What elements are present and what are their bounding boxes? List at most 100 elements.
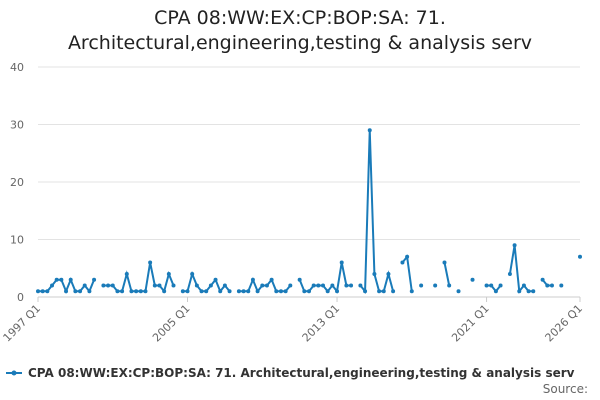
data-point [36, 289, 40, 294]
data-point [204, 289, 209, 294]
data-line [38, 130, 580, 291]
data-point [264, 283, 269, 288]
y-tick-label: 0 [17, 291, 24, 304]
data-point [222, 283, 227, 288]
data-point [199, 289, 204, 294]
x-tick-label: 1997 Q1 [1, 302, 44, 345]
data-point [344, 283, 349, 288]
data-point [87, 289, 92, 294]
y-tick-label: 40 [10, 61, 24, 74]
data-point [106, 283, 111, 288]
data-point [391, 289, 396, 294]
data-point [171, 283, 176, 288]
y-tick-label: 30 [10, 119, 24, 132]
data-point [540, 277, 545, 282]
data-point [208, 283, 213, 288]
data-point [381, 289, 386, 294]
data-point [138, 289, 143, 294]
data-point [419, 283, 424, 288]
data-point [367, 128, 372, 133]
data-point [358, 283, 363, 288]
data-point [447, 283, 452, 288]
data-point [549, 283, 554, 288]
data-point [78, 289, 83, 294]
data-point [321, 283, 326, 288]
data-point [409, 289, 414, 294]
data-point [152, 283, 157, 288]
data-point [129, 289, 134, 294]
data-point [227, 289, 232, 294]
data-point [45, 289, 50, 294]
data-point [194, 283, 199, 288]
data-point [489, 283, 494, 288]
data-point [124, 272, 129, 276]
data-point [330, 283, 335, 288]
data-point [559, 283, 564, 288]
data-point [386, 272, 391, 276]
legend-marker [11, 370, 17, 376]
data-point [507, 272, 512, 276]
legend-label: CPA 08:WW:EX:CP:BOP:SA: 71. Architectura… [28, 366, 575, 380]
data-point [134, 289, 139, 294]
x-tick-label: 2005 Q1 [150, 302, 193, 345]
data-point [64, 289, 69, 294]
data-point [288, 283, 293, 288]
y-tick-label: 20 [10, 176, 24, 189]
data-point [185, 289, 190, 294]
data-point [92, 277, 97, 282]
x-tick-label: 2013 Q1 [300, 302, 343, 345]
data-point [517, 289, 522, 294]
data-point [498, 283, 503, 288]
data-point [269, 277, 274, 282]
x-tick-label: 2021 Q1 [449, 302, 492, 345]
data-point [283, 289, 288, 294]
data-point [241, 289, 246, 294]
data-point [339, 260, 344, 265]
data-point [349, 283, 354, 288]
data-point [59, 277, 64, 282]
data-point [82, 283, 87, 288]
data-point [68, 277, 73, 282]
data-point [545, 283, 550, 288]
data-point [335, 289, 340, 294]
data-point [526, 289, 531, 294]
data-point [400, 260, 405, 265]
data-point [274, 289, 279, 294]
data-point [578, 254, 582, 259]
data-point [260, 283, 265, 288]
data-point [213, 277, 218, 282]
data-point [311, 283, 316, 288]
data-point [157, 283, 162, 288]
data-point [143, 289, 148, 294]
data-point [190, 272, 195, 276]
data-point [120, 289, 125, 294]
data-point [442, 260, 447, 265]
data-point [307, 289, 311, 294]
data-point [101, 283, 106, 288]
data-point [148, 260, 153, 265]
data-point [363, 289, 368, 294]
data-point [115, 289, 120, 294]
data-point [218, 289, 223, 294]
data-point [250, 277, 255, 282]
data-point [512, 243, 517, 248]
data-point [50, 283, 55, 288]
data-point [484, 283, 489, 288]
data-point [297, 277, 302, 282]
data-point [246, 289, 251, 294]
data-point [166, 272, 171, 276]
data-point [54, 277, 59, 282]
data-point [405, 254, 410, 259]
y-tick-label: 10 [10, 234, 24, 247]
data-point [162, 289, 167, 294]
data-point [372, 272, 377, 276]
data-point [180, 289, 185, 294]
data-point [493, 289, 498, 294]
data-point [456, 289, 461, 294]
x-tick-label: 2026 Q1 [543, 302, 586, 345]
data-point [470, 277, 475, 282]
data-point [302, 289, 307, 294]
data-point [255, 289, 260, 294]
data-point [531, 289, 536, 294]
